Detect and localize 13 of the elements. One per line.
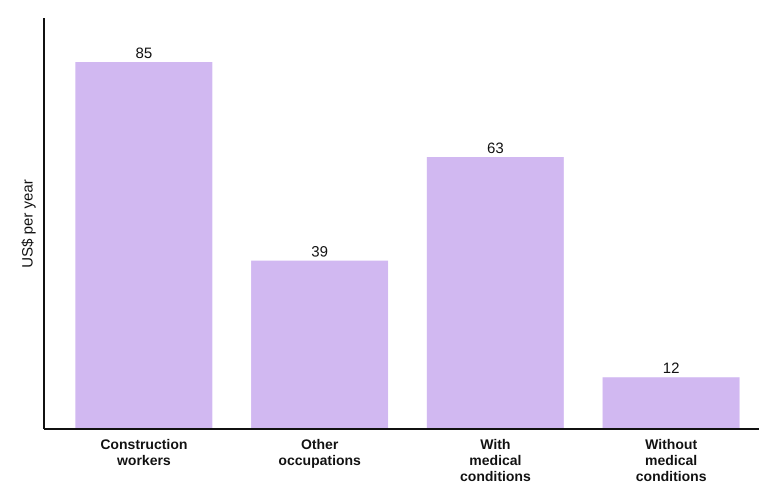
data-label: 85 <box>135 45 152 62</box>
x-tick-label: Without medical conditions <box>636 436 707 484</box>
data-label: 63 <box>486 140 504 158</box>
data-label: 12 <box>662 360 680 378</box>
bar <box>602 377 740 429</box>
data-label: 39 <box>311 244 328 261</box>
bar <box>426 157 564 429</box>
x-tick-label: Construction workers <box>100 436 188 468</box>
y-axis-title: US$ per year <box>19 179 36 268</box>
x-tick-label: With medical conditions <box>460 436 531 484</box>
bar <box>75 62 212 429</box>
x-tick-label: Other occupations <box>278 436 362 468</box>
bar <box>251 260 388 429</box>
